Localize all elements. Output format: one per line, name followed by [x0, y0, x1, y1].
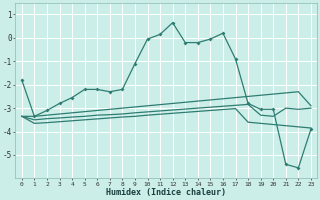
X-axis label: Humidex (Indice chaleur): Humidex (Indice chaleur) [106, 188, 226, 197]
